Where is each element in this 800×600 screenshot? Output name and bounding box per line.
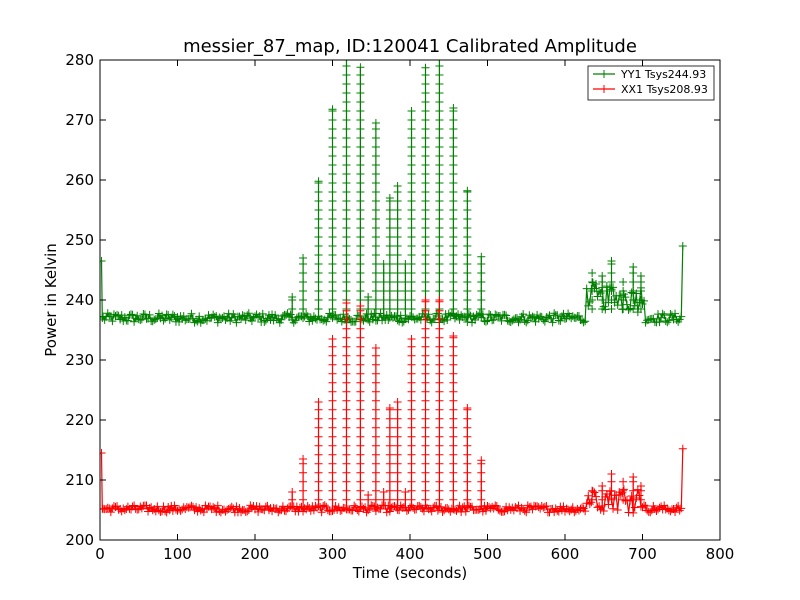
y-tick-label: 200: [65, 531, 94, 549]
series-markers-0: [100, 60, 687, 327]
legend-label-0: YY1 Tsys244.93: [620, 68, 706, 81]
y-tick-label: 210: [65, 471, 94, 489]
x-tick-label: 800: [706, 545, 735, 563]
x-tick-label: 500: [473, 545, 502, 563]
series-line-1: [100, 300, 684, 515]
y-tick-label: 270: [65, 111, 94, 129]
legend: YY1 Tsys244.93 XX1 Tsys208.93: [587, 65, 715, 101]
y-tick-label: 280: [65, 51, 94, 69]
x-tick-label: 0: [95, 545, 105, 563]
x-tick-label: 200: [241, 545, 270, 563]
legend-box: [587, 65, 715, 101]
y-tick-label: 220: [65, 411, 94, 429]
legend-marker-1: [600, 85, 608, 93]
x-tick-label: 700: [628, 545, 657, 563]
x-tick-label: 400: [396, 545, 425, 563]
legend-label-1: XX1 Tsys208.93: [621, 83, 708, 96]
y-tick-label: 260: [65, 171, 94, 189]
y-tick-label: 240: [65, 291, 94, 309]
chart-title: messier_87_map, ID:120041 Calibrated Amp…: [183, 36, 637, 57]
y-tick-label: 230: [65, 351, 94, 369]
series-marker-path-0: [100, 60, 687, 327]
series-marker-path-1: [100, 296, 687, 517]
x-tick-label: 600: [551, 545, 580, 563]
axis-ticks: 0 100 200 300 400 500 600 700 800 200 210 220 230 240…: [65, 51, 734, 563]
y-tick-label: 250: [65, 231, 94, 249]
series-markers-1: [100, 296, 687, 517]
legend-marker-0: [600, 70, 608, 78]
plot-area: [100, 60, 687, 517]
x-axis-label: Time (seconds): [352, 564, 468, 582]
x-tick-label: 300: [318, 545, 347, 563]
x-tick-label: 100: [163, 545, 192, 563]
y-axis-label: Power in Kelvin: [42, 243, 60, 357]
